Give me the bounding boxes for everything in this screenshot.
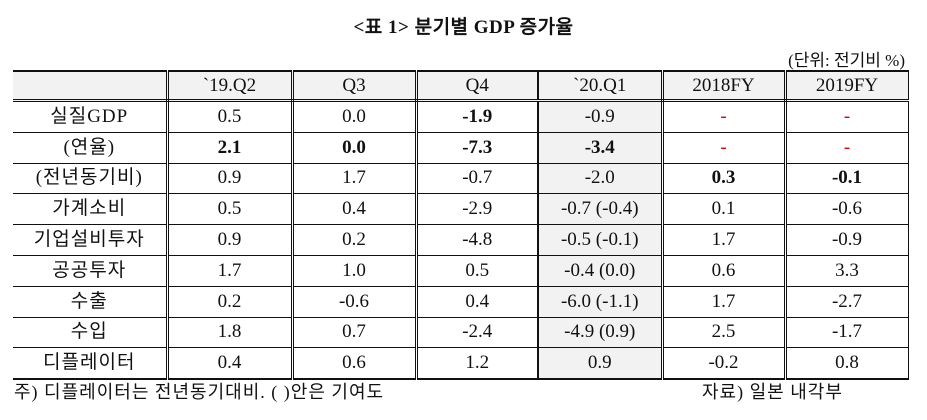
cell: -7.3 [415,131,539,164]
cell: -1.9 [415,100,539,133]
table-row: 수입 1.8 0.7 -2.4 -4.9 (0.9) 2.5 -1.7 [13,316,909,349]
row-label: (연율) [13,131,169,164]
cell: - [784,131,909,164]
cell: 1.8 [166,316,294,349]
cell: 0.6 [291,347,418,381]
cell: 0.4 [415,285,539,318]
table-row: (연율) 2.1 0.0 -7.3 -3.4 - - [13,131,909,164]
table-row: 공공투자 1.7 1.0 0.5 -0.4 (0.0) 0.6 3.3 [13,254,909,287]
gdp-growth-table: `19.Q2 Q3 Q4 `20.Q1 2018FY 2019FY 실질GDP … [13,70,909,381]
cell: -1.7 [784,316,909,349]
cell: 0.9 [166,162,294,195]
cell: 1.0 [291,254,418,287]
cell: 0.1 [661,193,787,226]
row-label: 가계소비 [13,193,169,226]
cell: -0.1 [784,162,909,195]
row-label: 수출 [13,285,169,318]
cell: -0.6 [784,193,909,226]
cell: 0.5 [415,254,539,287]
table-row: 실질GDP 0.5 0.0 -1.9 -0.9 - - [13,100,909,133]
cell: 2.5 [661,316,787,349]
row-label: 디플레이터 [13,347,169,381]
cell: -0.7 (-0.4) [537,193,664,226]
cell: -0.7 [415,162,539,195]
cell: 0.0 [291,131,418,164]
cell: 0.3 [661,162,787,195]
cell: 1.2 [415,347,539,381]
table-row: 수출 0.2 -0.6 0.4 -6.0 (-1.1) 1.7 -2.7 [13,285,909,318]
cell: 2.1 [166,131,294,164]
table-row: 기업설비투자 0.9 0.2 -4.8 -0.5 (-0.1) 1.7 -0.9 [13,224,909,256]
table-row: (전년동기비) 0.9 1.7 -0.7 -2.0 0.3 -0.1 [13,162,909,195]
cell: -2.7 [784,285,909,318]
header-19q2: `19.Q2 [166,70,294,102]
cell: -4.9 (0.9) [537,316,664,349]
row-label: 공공투자 [13,254,169,287]
cell: 0.4 [166,347,294,381]
footnote: 주) 디플레이터는 전년동기대비. ( )안은 기여도 [14,382,385,402]
row-label: (전년동기비) [13,162,169,195]
cell: 1.7 [661,224,787,256]
cell: -6.0 (-1.1) [537,285,664,318]
row-label: 기업설비투자 [13,224,169,256]
cell: 0.0 [291,100,418,133]
cell: -0.9 [784,224,909,256]
cell: -3.4 [537,131,664,164]
unit-label: (단위: 전기비 %) [788,51,905,70]
cell: - [784,100,909,133]
cell: -0.4 (0.0) [537,254,664,287]
row-label: 수입 [13,316,169,349]
row-label: 실질GDP [13,100,169,133]
header-2019fy: 2019FY [784,70,909,102]
cell: 0.8 [784,347,909,381]
cell: 0.4 [291,193,418,226]
cell: -4.8 [415,224,539,256]
cell: 0.6 [661,254,787,287]
table-row: 가계소비 0.5 0.4 -2.9 -0.7 (-0.4) 0.1 -0.6 [13,193,909,226]
cell: 1.7 [661,285,787,318]
header-q4: Q4 [415,70,539,102]
header-q3: Q3 [291,70,418,102]
cell: 0.7 [291,316,418,349]
cell: 3.3 [784,254,909,287]
cell: 0.2 [166,285,294,318]
cell: -2.0 [537,162,664,195]
cell: -2.4 [415,316,539,349]
cell: -2.9 [415,193,539,226]
cell: 0.5 [166,193,294,226]
cell: 0.2 [291,224,418,256]
cell: -0.5 (-0.1) [537,224,664,256]
table-row: 디플레이터 0.4 0.6 1.2 0.9 -0.2 0.8 [13,347,909,381]
cell: 0.9 [166,224,294,256]
source-note: 자료) 일본 내각부 [702,382,843,402]
header-blank [13,70,169,102]
cell: -0.9 [537,100,664,133]
table-title: <표 1> 분기별 GDP 증가율 [353,17,574,38]
cell: -0.6 [291,285,418,318]
header-20q1: `20.Q1 [537,70,664,102]
cell: 1.7 [166,254,294,287]
cell: 0.5 [166,100,294,133]
cell: 1.7 [291,162,418,195]
cell: - [661,100,787,133]
cell: -0.2 [661,347,787,381]
cell: 0.9 [537,347,664,381]
header-row: `19.Q2 Q3 Q4 `20.Q1 2018FY 2019FY [13,70,909,102]
header-2018fy: 2018FY [661,70,787,102]
cell: - [661,131,787,164]
